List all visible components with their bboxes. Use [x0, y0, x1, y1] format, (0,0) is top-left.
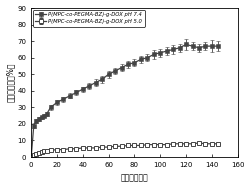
- Legend: P(MPC-co-PEGMA-BZ)-g-DOX pH 7.4, P(MPC-co-PEGMA-BZ)-g-DOX pH 5.0: P(MPC-co-PEGMA-BZ)-g-DOX pH 7.4, P(MPC-c…: [33, 10, 144, 27]
- Y-axis label: 累计释放率（%）: 累计释放率（%）: [6, 63, 15, 102]
- X-axis label: 时间（小时）: 时间（小时）: [120, 174, 148, 182]
